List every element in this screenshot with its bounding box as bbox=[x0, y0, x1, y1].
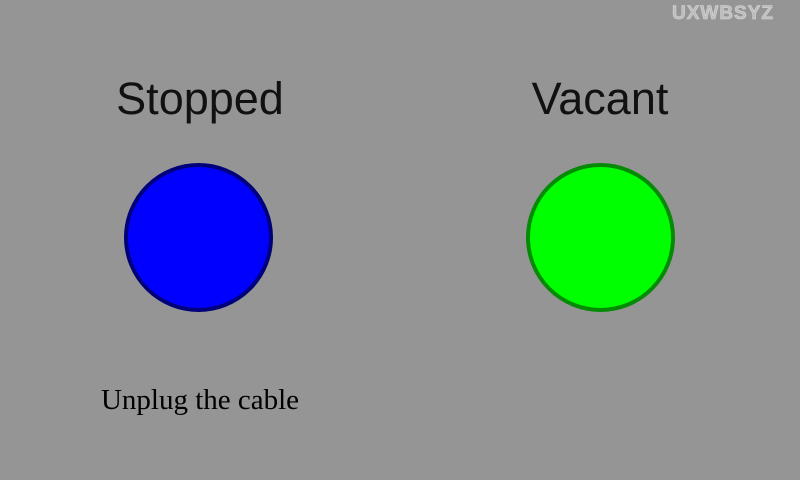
watermark-text: UXWBSYZ bbox=[672, 3, 774, 25]
right-status-indicator-circle bbox=[526, 163, 675, 312]
right-status-title: Vacant bbox=[531, 73, 669, 124]
left-status-title: Stopped bbox=[116, 73, 284, 124]
left-status-indicator-circle bbox=[124, 163, 273, 312]
left-status-message: Unplug the cable bbox=[100, 384, 300, 416]
